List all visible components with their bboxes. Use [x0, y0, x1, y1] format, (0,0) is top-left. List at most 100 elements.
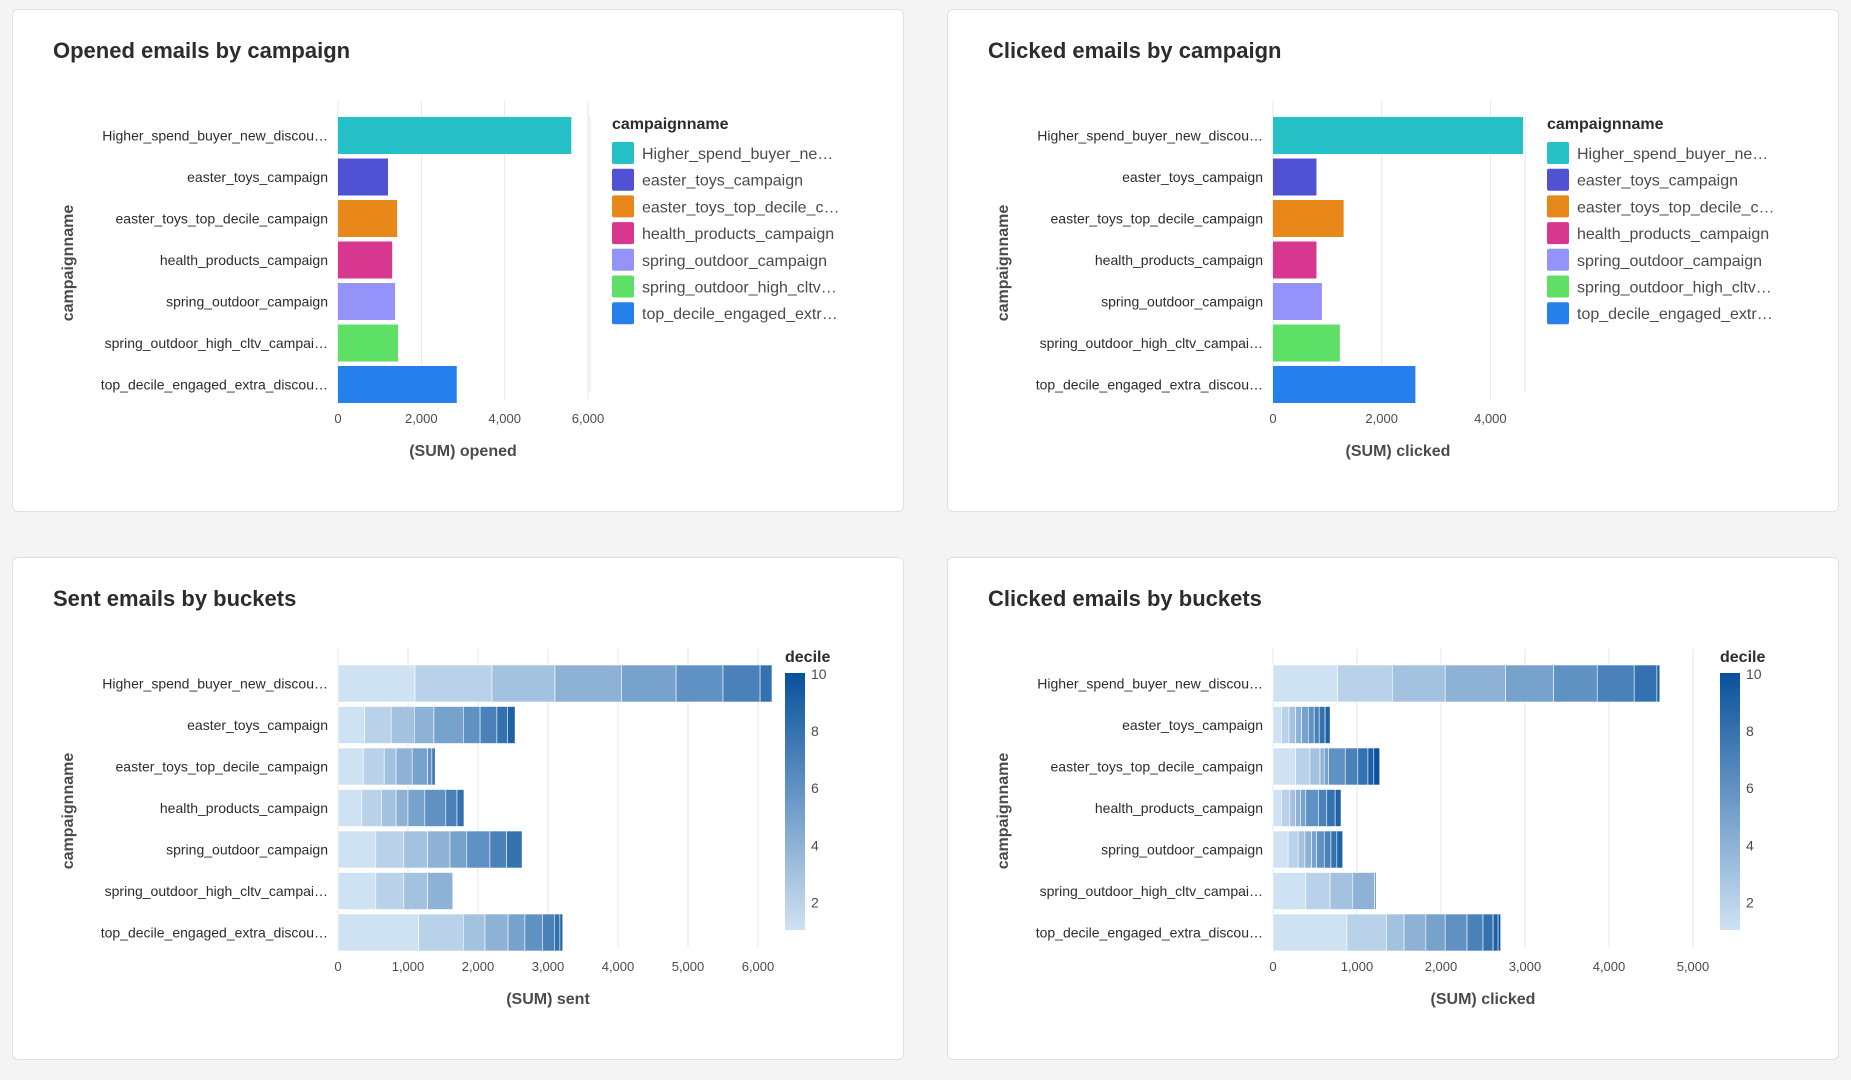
bar-segment[interactable] — [427, 830, 451, 869]
bar-segment[interactable] — [337, 664, 416, 703]
bar-segment[interactable] — [507, 706, 516, 744]
bar-segment[interactable] — [403, 830, 428, 869]
legend-swatch[interactable] — [612, 275, 634, 298]
bar-segment[interactable] — [489, 830, 507, 869]
bar-segment[interactable] — [496, 706, 508, 744]
bar-segment[interactable] — [1307, 706, 1315, 744]
bar-segment[interactable] — [524, 913, 543, 952]
legend-swatch[interactable] — [1547, 168, 1569, 191]
bar-segment[interactable] — [414, 664, 493, 703]
bar-segment[interactable] — [1301, 706, 1309, 744]
bar-segment[interactable] — [381, 789, 397, 827]
bar-segment[interactable] — [1272, 913, 1348, 952]
bar-segment[interactable] — [553, 913, 561, 952]
bar-segment[interactable] — [449, 830, 468, 869]
bar-segment[interactable] — [1352, 872, 1375, 910]
bar[interactable] — [1273, 366, 1416, 403]
legend-swatch[interactable] — [612, 142, 634, 164]
bar-segment[interactable] — [337, 706, 365, 744]
bar-segment[interactable] — [1272, 706, 1282, 744]
bar-segment[interactable] — [1324, 706, 1331, 744]
bar-segment[interactable] — [375, 830, 405, 869]
bar-segment[interactable] — [1553, 664, 1598, 703]
bar-segment[interactable] — [1272, 664, 1338, 703]
bar-segment[interactable] — [1357, 747, 1369, 786]
bar-segment[interactable] — [411, 747, 428, 786]
bar-segment[interactable] — [1304, 830, 1312, 869]
bar-segment[interactable] — [418, 913, 464, 952]
bar-segment[interactable] — [1386, 913, 1405, 952]
bar-segment[interactable] — [427, 872, 454, 910]
bar-segment[interactable] — [1374, 872, 1377, 910]
bar-segment[interactable] — [1323, 830, 1332, 869]
bar-segment[interactable] — [507, 913, 526, 952]
bar-segment[interactable] — [1323, 747, 1329, 786]
bar-segment[interactable] — [403, 872, 428, 910]
bar[interactable] — [338, 283, 396, 320]
bar-segment[interactable] — [1305, 872, 1331, 910]
bar-segment[interactable] — [1330, 830, 1338, 869]
bar-segment[interactable] — [1505, 664, 1554, 703]
bar[interactable] — [338, 324, 398, 362]
bar-segment[interactable] — [1288, 706, 1296, 744]
bar-segment[interactable] — [1287, 830, 1299, 869]
bar-segment[interactable] — [491, 664, 556, 703]
bar-segment[interactable] — [1318, 706, 1326, 744]
bar-segment[interactable] — [1466, 913, 1484, 952]
legend-swatch[interactable] — [612, 248, 634, 271]
bar-segment[interactable] — [431, 747, 436, 786]
bar[interactable] — [1273, 283, 1322, 320]
bar-segment[interactable] — [364, 706, 392, 744]
bar-segment[interactable] — [1311, 830, 1317, 869]
bar-segment[interactable] — [1482, 913, 1494, 952]
bar-segment[interactable] — [1272, 747, 1296, 786]
bar-segment[interactable] — [383, 747, 397, 786]
bar[interactable] — [1273, 117, 1523, 154]
bar-segment[interactable] — [1313, 706, 1320, 744]
bar-segment[interactable] — [1346, 913, 1387, 952]
bar-segment[interactable] — [390, 706, 415, 744]
bar-segment[interactable] — [1444, 913, 1468, 952]
bar-segment[interactable] — [1281, 706, 1290, 744]
bar-segment[interactable] — [1336, 830, 1344, 869]
bar[interactable] — [338, 200, 398, 237]
bar-segment[interactable] — [1300, 789, 1307, 827]
bar-segment[interactable] — [1328, 747, 1346, 786]
bar-segment[interactable] — [542, 913, 555, 952]
bar[interactable] — [1273, 241, 1317, 279]
bar-segment[interactable] — [337, 747, 364, 786]
bar-segment[interactable] — [506, 830, 523, 869]
bar-segment[interactable] — [1344, 747, 1359, 786]
bar-segment[interactable] — [1305, 789, 1319, 827]
bar-segment[interactable] — [1326, 789, 1336, 827]
bar-segment[interactable] — [407, 789, 426, 827]
bar-segment[interactable] — [395, 747, 413, 786]
bar-segment[interactable] — [456, 789, 465, 827]
bar-segment[interactable] — [1272, 789, 1282, 827]
bar[interactable] — [1273, 324, 1340, 362]
legend-swatch[interactable] — [612, 222, 634, 245]
bar-segment[interactable] — [1309, 747, 1321, 786]
bar-segment[interactable] — [413, 706, 435, 744]
legend-swatch[interactable] — [1547, 248, 1569, 271]
bar-segment[interactable] — [1334, 789, 1342, 827]
bar-segment[interactable] — [1403, 913, 1427, 952]
bar[interactable] — [338, 241, 393, 279]
bar-segment[interactable] — [621, 664, 677, 703]
bar-segment[interactable] — [722, 664, 761, 703]
bar-segment[interactable] — [1425, 913, 1446, 952]
bar-segment[interactable] — [1633, 664, 1658, 703]
bar-segment[interactable] — [559, 913, 564, 952]
bar-segment[interactable] — [1367, 747, 1375, 786]
legend-swatch[interactable] — [1547, 142, 1569, 164]
bar-segment[interactable] — [1295, 706, 1302, 744]
bar-segment[interactable] — [337, 830, 377, 869]
bar[interactable] — [338, 366, 457, 403]
bar-segment[interactable] — [1295, 747, 1311, 786]
bar-segment[interactable] — [1329, 872, 1354, 910]
bar-segment[interactable] — [1497, 913, 1501, 952]
bar-segment[interactable] — [1289, 789, 1296, 827]
legend-swatch[interactable] — [1547, 222, 1569, 245]
bar-segment[interactable] — [337, 789, 363, 827]
bar-segment[interactable] — [1656, 664, 1661, 703]
